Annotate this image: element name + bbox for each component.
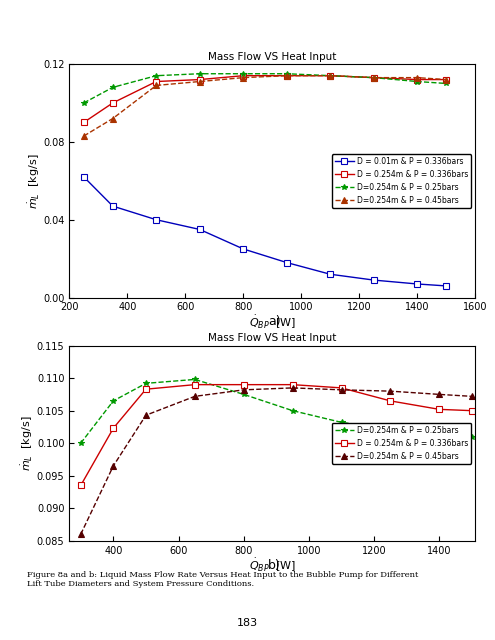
Line: D=0.254m & P = 0.45bars: D=0.254m & P = 0.45bars: [81, 73, 449, 139]
D=0.254m & P = 0.25bars: [284, 70, 290, 77]
Text: Figure 8a and b: Liquid Mass Flow Rate Versus Heat Input to the Bubble Pump for : Figure 8a and b: Liquid Mass Flow Rate V…: [27, 571, 419, 588]
D=0.254m & P = 0.45bars: [81, 132, 87, 140]
D=0.254m & P = 0.45bars: [437, 390, 443, 398]
D = 0.254m & P = 0.336bars: [414, 76, 420, 83]
Y-axis label: $\dot{m}_L$  [kg/s]: $\dot{m}_L$ [kg/s]: [26, 153, 42, 209]
Line: D=0.254m & P = 0.25bars: D=0.254m & P = 0.25bars: [81, 71, 449, 106]
Title: Mass Flow VS Heat Input: Mass Flow VS Heat Input: [208, 333, 337, 344]
Y-axis label: $\dot{m}_L$  [kg/s]: $\dot{m}_L$ [kg/s]: [20, 415, 36, 471]
D = 0.254m & P = 0.336bars: [443, 76, 449, 83]
D=0.254m & P = 0.25bars: [78, 439, 84, 447]
D = 0.01m & P = 0.336bars: [153, 216, 159, 223]
D = 0.254m & P = 0.336bars: [290, 381, 296, 388]
D=0.254m & P = 0.45bars: [414, 74, 420, 81]
Line: D = 0.01m & P = 0.336bars: D = 0.01m & P = 0.336bars: [81, 174, 449, 289]
D = 0.254m & P = 0.336bars: [143, 385, 149, 393]
D=0.254m & P = 0.25bars: [371, 74, 377, 81]
D=0.254m & P = 0.25bars: [443, 79, 449, 87]
D = 0.254m & P = 0.336bars: [153, 77, 159, 85]
D = 0.01m & P = 0.336bars: [284, 259, 290, 266]
D=0.254m & P = 0.25bars: [339, 419, 345, 426]
D = 0.254m & P = 0.336bars: [110, 424, 116, 432]
D = 0.254m & P = 0.336bars: [240, 72, 246, 79]
D = 0.01m & P = 0.336bars: [110, 202, 116, 210]
D=0.254m & P = 0.25bars: [110, 397, 116, 404]
D = 0.254m & P = 0.336bars: [469, 407, 475, 415]
D=0.254m & P = 0.25bars: [197, 70, 203, 77]
D = 0.254m & P = 0.336bars: [78, 482, 84, 490]
X-axis label: $\dot{Q}_{BP}$  [W]: $\dot{Q}_{BP}$ [W]: [248, 557, 296, 574]
D=0.254m & P = 0.45bars: [197, 77, 203, 85]
D = 0.01m & P = 0.336bars: [371, 276, 377, 284]
D=0.254m & P = 0.45bars: [290, 384, 296, 392]
D=0.254m & P = 0.45bars: [339, 386, 345, 394]
D=0.254m & P = 0.45bars: [78, 531, 84, 538]
D=0.254m & P = 0.45bars: [240, 74, 246, 81]
D=0.254m & P = 0.45bars: [371, 74, 377, 81]
D=0.254m & P = 0.45bars: [143, 412, 149, 419]
D = 0.254m & P = 0.336bars: [437, 406, 443, 413]
Legend: D=0.254m & P = 0.25bars, D = 0.254m & P = 0.336bars, D=0.254m & P = 0.45bars: D=0.254m & P = 0.25bars, D = 0.254m & P …: [332, 423, 471, 463]
D=0.254m & P = 0.45bars: [327, 72, 333, 79]
D = 0.254m & P = 0.336bars: [241, 381, 247, 388]
D=0.254m & P = 0.45bars: [110, 115, 116, 122]
D=0.254m & P = 0.25bars: [153, 72, 159, 79]
D = 0.254m & P = 0.336bars: [81, 118, 87, 126]
D = 0.254m & P = 0.336bars: [284, 72, 290, 79]
D=0.254m & P = 0.25bars: [327, 72, 333, 79]
Legend: D = 0.01m & P = 0.336bars, D = 0.254m & P = 0.336bars, D=0.254m & P = 0.25bars, : D = 0.01m & P = 0.336bars, D = 0.254m & …: [332, 154, 471, 207]
D = 0.01m & P = 0.336bars: [197, 226, 203, 234]
Title: Mass Flow VS Heat Input: Mass Flow VS Heat Input: [208, 52, 337, 62]
Text: a): a): [268, 315, 281, 328]
D = 0.254m & P = 0.336bars: [192, 381, 198, 388]
D=0.254m & P = 0.25bars: [414, 77, 420, 85]
Text: b): b): [268, 559, 281, 572]
D=0.254m & P = 0.25bars: [240, 70, 246, 77]
D=0.254m & P = 0.25bars: [241, 390, 247, 398]
D=0.254m & P = 0.45bars: [241, 386, 247, 394]
D=0.254m & P = 0.45bars: [284, 72, 290, 79]
D=0.254m & P = 0.25bars: [110, 83, 116, 91]
Line: D = 0.254m & P = 0.336bars: D = 0.254m & P = 0.336bars: [78, 382, 475, 488]
D = 0.01m & P = 0.336bars: [327, 270, 333, 278]
D = 0.254m & P = 0.336bars: [197, 76, 203, 83]
D = 0.254m & P = 0.336bars: [327, 72, 333, 79]
Text: 183: 183: [237, 618, 258, 628]
D=0.254m & P = 0.25bars: [81, 99, 87, 107]
D=0.254m & P = 0.45bars: [469, 392, 475, 400]
D=0.254m & P = 0.45bars: [192, 392, 198, 400]
D=0.254m & P = 0.25bars: [437, 431, 443, 439]
Line: D=0.254m & P = 0.25bars: D=0.254m & P = 0.25bars: [78, 377, 475, 446]
D=0.254m & P = 0.45bars: [110, 462, 116, 470]
Line: D = 0.254m & P = 0.336bars: D = 0.254m & P = 0.336bars: [81, 73, 449, 125]
D=0.254m & P = 0.45bars: [388, 387, 394, 395]
D=0.254m & P = 0.25bars: [143, 380, 149, 387]
D=0.254m & P = 0.45bars: [153, 81, 159, 89]
Line: D=0.254m & P = 0.45bars: D=0.254m & P = 0.45bars: [78, 385, 475, 537]
D = 0.01m & P = 0.336bars: [414, 280, 420, 288]
D = 0.254m & P = 0.336bars: [388, 397, 394, 404]
D=0.254m & P = 0.25bars: [469, 433, 475, 440]
D = 0.254m & P = 0.336bars: [110, 99, 116, 107]
D = 0.01m & P = 0.336bars: [443, 282, 449, 290]
X-axis label: $\dot{Q}_{BP}$  [W]: $\dot{Q}_{BP}$ [W]: [248, 314, 296, 331]
D = 0.01m & P = 0.336bars: [240, 245, 246, 253]
D=0.254m & P = 0.25bars: [290, 407, 296, 415]
D=0.254m & P = 0.45bars: [443, 76, 449, 83]
D = 0.254m & P = 0.336bars: [371, 74, 377, 81]
D=0.254m & P = 0.25bars: [192, 376, 198, 383]
D=0.254m & P = 0.25bars: [388, 425, 394, 433]
D = 0.254m & P = 0.336bars: [339, 384, 345, 392]
D = 0.01m & P = 0.336bars: [81, 173, 87, 180]
